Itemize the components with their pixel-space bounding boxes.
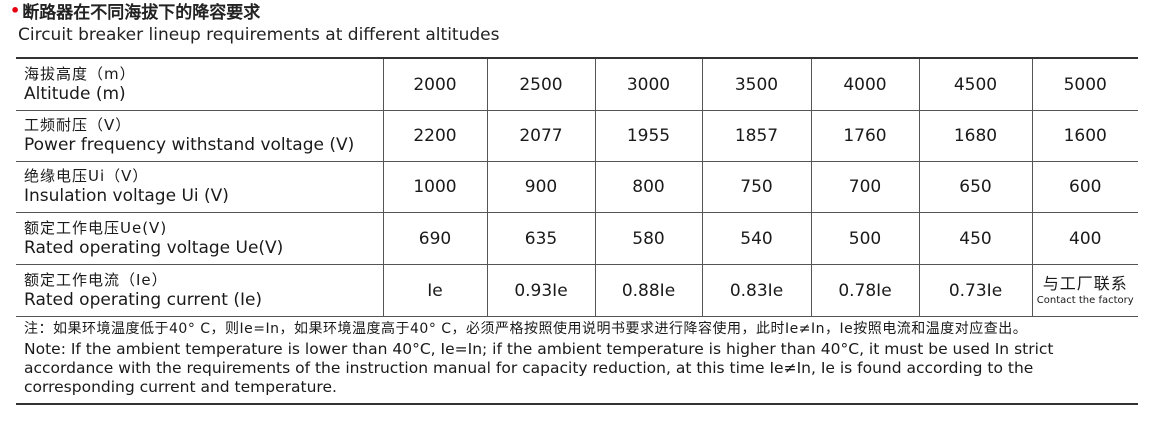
table-cell: 750 [701,161,812,213]
table-cell: 900 [486,161,596,213]
table-cell: 0.83Ie [701,264,812,317]
table-cell: 1680 [918,110,1033,162]
table-cell: 690 [382,212,488,265]
table-cell: 635 [486,212,596,265]
table-cell: 1857 [701,110,812,162]
table-cell: 0.93Ie [486,264,596,317]
table-cell: 5000 [1031,57,1138,111]
row-label-cn: 额定工作电流（Ie） [24,270,168,289]
contact-factory-en: Contact the factory [1036,294,1134,306]
row-label-en: Insulation voltage Ui (V) [24,186,229,206]
table-cell: 4000 [810,57,920,111]
table-cell: 800 [594,161,703,213]
red-bullet-icon: • [10,1,21,20]
table-cell: 580 [594,212,703,265]
table-cell: 1600 [1031,110,1138,162]
row-label-cn: 海拔高度（m） [24,64,136,83]
table-cell: 540 [701,212,812,265]
table-cell: 1955 [594,110,703,162]
row-header-withstand-voltage: 工频耐压（V） Power frequency withstand voltag… [16,110,384,162]
note-row: 注：如果环境温度低于40° C，则Ie=In，如果环境温度高于40° C，必须严… [16,317,1138,405]
table-cell: 4500 [918,57,1033,111]
table-cell: 400 [1031,212,1138,265]
title-cn-line: • 断路器在不同海拔下的降容要求 [10,1,499,24]
row-header-altitude: 海拔高度（m） Altitude (m) [16,57,384,111]
table-cell: 2077 [486,110,596,162]
table-cell: 0.88Ie [594,264,703,317]
contact-factory-cell: 与工厂联系 Contact the factory [1031,264,1138,317]
table-cell: 700 [810,161,920,213]
title-block: • 断路器在不同海拔下的降容要求 Circuit breaker lineup r… [10,1,500,46]
table-row: 额定工作电流（Ie） Rated operating current (Ie) … [16,264,1138,317]
row-label-en: Rated operating voltage Ue(V) [24,237,284,258]
table-cell: 3500 [701,57,812,111]
table-cell: 650 [918,161,1033,213]
row-label-en: Altitude (m) [24,83,126,104]
table-cell: 500 [810,212,920,265]
row-header-insulation-voltage: 绝缘电压Ui（V） Insulation voltage Ui (V) [16,161,384,213]
table-cell: 2200 [382,110,488,162]
row-header-rated-voltage: 额定工作电压Ue(V) Rated operating voltage Ue(V… [16,212,384,265]
note-cn: 注：如果环境温度低于40° C，则Ie=In，如果环境温度高于40° C，必须严… [24,321,1028,337]
title-en: Circuit breaker lineup requirements at d… [18,25,500,45]
row-header-rated-current: 额定工作电流（Ie） Rated operating current (Ie) [16,264,384,317]
table-cell: 0.78Ie [810,264,920,317]
note-en: Note: If the ambient temperature is lowe… [24,340,1054,396]
table-cell: 2500 [486,57,596,111]
derating-table: 海拔高度（m） Altitude (m) 2000 2500 3000 3500… [16,57,1138,405]
table-cell: 600 [1031,161,1138,213]
table-row: 额定工作电压Ue(V) Rated operating voltage Ue(V… [16,212,1138,265]
table-cell: 0.73Ie [918,264,1033,317]
row-label-cn: 绝缘电压Ui（V） [24,167,149,185]
row-label-cn: 额定工作电压Ue(V) [24,218,168,237]
title-cn: 断路器在不同海拔下的降容要求 [22,3,261,23]
table-cell: 450 [918,212,1033,265]
table-row: 工频耐压（V） Power frequency withstand voltag… [16,110,1138,162]
table-row: 绝缘电压Ui（V） Insulation voltage Ui (V) 1000… [16,161,1138,213]
note-cell: 注：如果环境温度低于40° C，则Ie=In，如果环境温度高于40° C，必须严… [16,317,1138,405]
table-cell: 1000 [382,161,488,213]
table-row: 海拔高度（m） Altitude (m) 2000 2500 3000 3500… [16,57,1138,111]
row-label-cn: 工频耐压（V） [24,116,132,134]
row-label-en: Power frequency withstand voltage (V) [24,135,355,155]
contact-factory-cn: 与工厂联系 [1042,273,1128,293]
table-cell: 1760 [810,110,920,162]
table-cell: Ie [382,264,488,317]
table-cell: 3000 [594,57,703,111]
row-label-en: Rated operating current (Ie) [24,289,263,310]
table-cell: 2000 [382,57,488,111]
